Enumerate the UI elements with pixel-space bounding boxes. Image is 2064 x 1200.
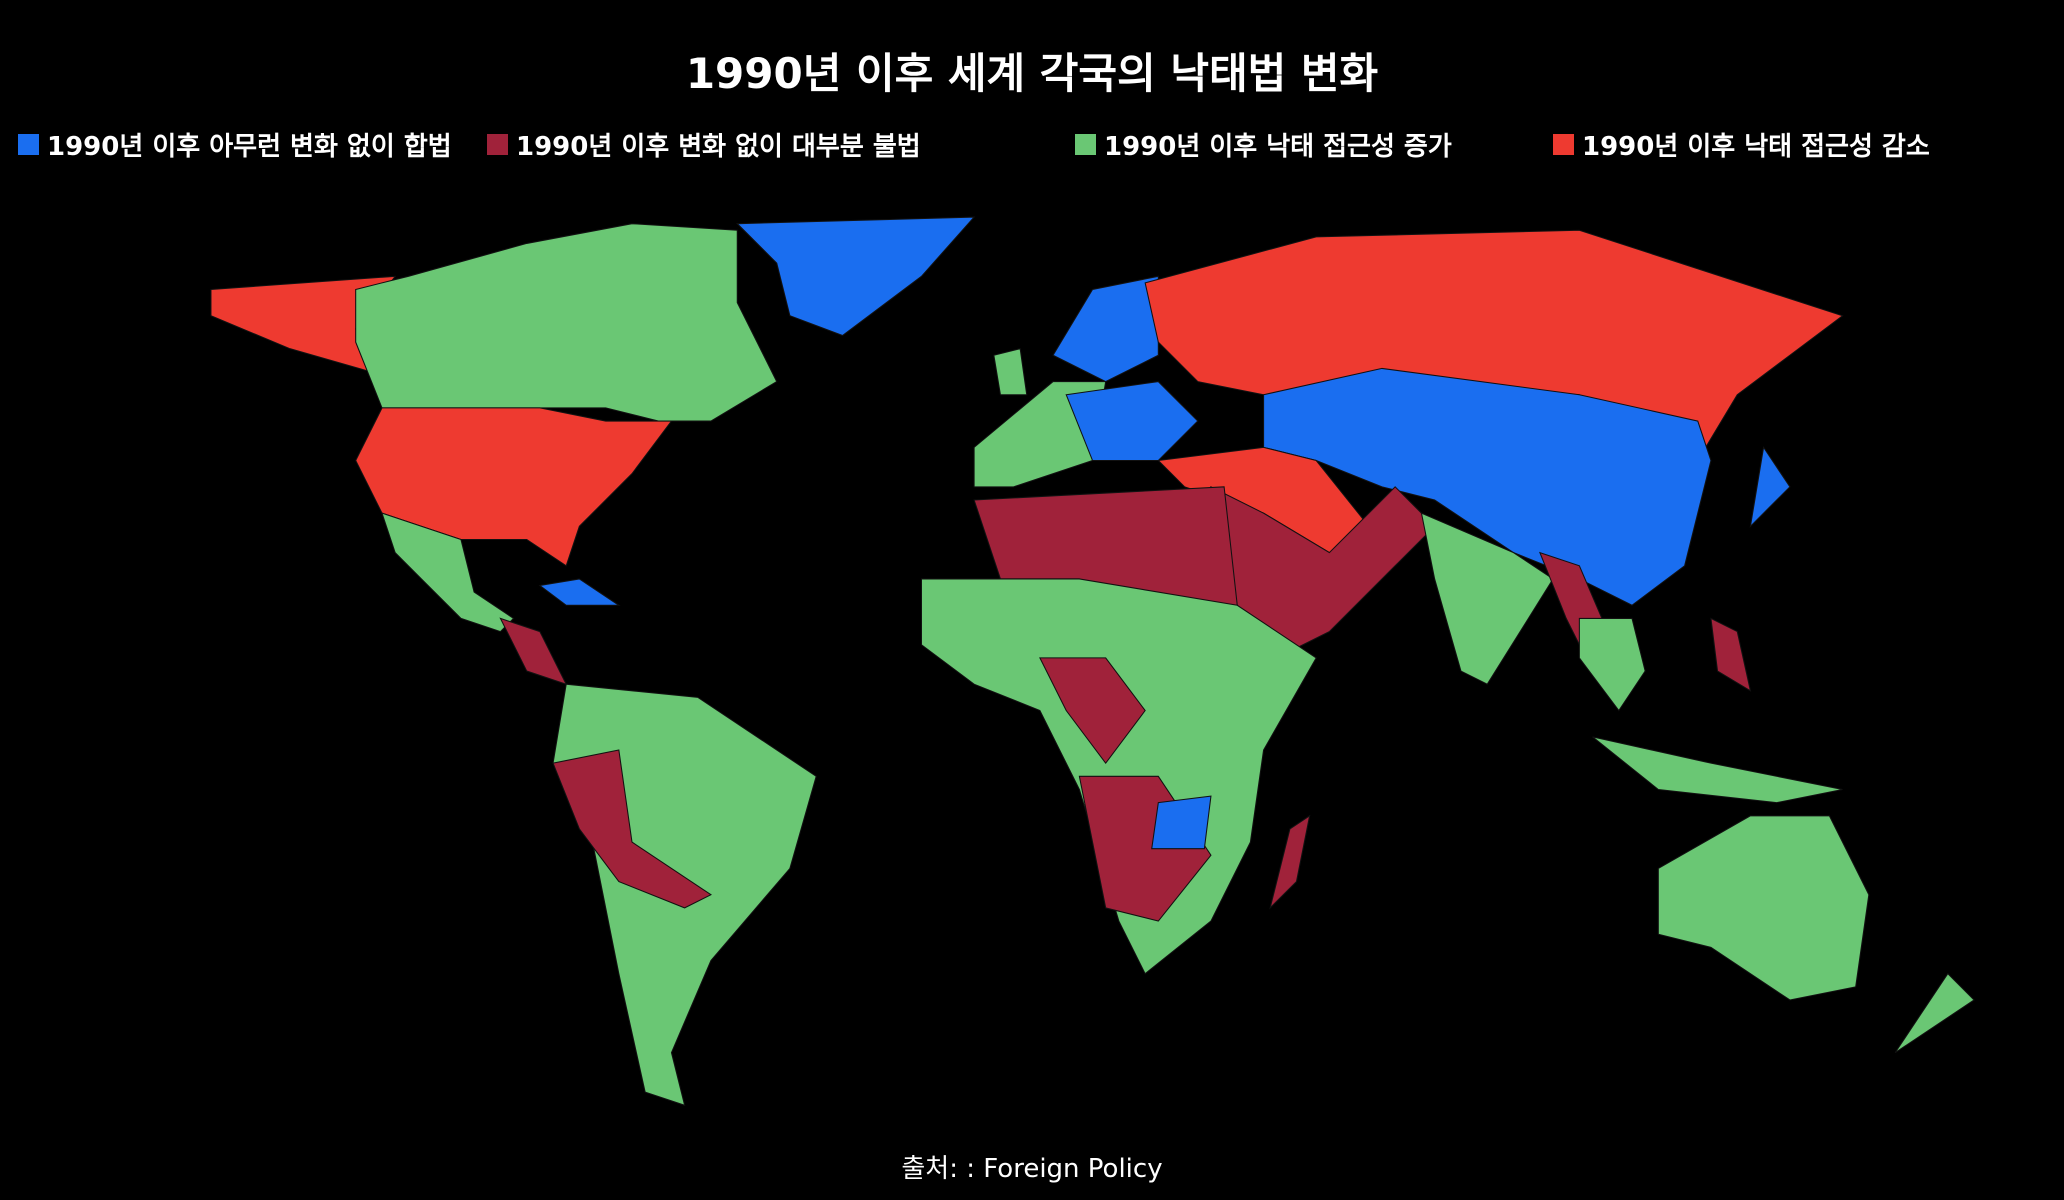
legend-label: 1990년 이후 아무런 변화 없이 합법	[47, 132, 452, 162]
region	[538, 578, 621, 606]
region	[1065, 381, 1199, 462]
legend-swatch	[487, 134, 508, 155]
legend-swatch	[1075, 134, 1096, 155]
legend-label: 1990년 이후 변화 없이 대부분 불법	[516, 132, 921, 162]
legend-swatch	[18, 134, 39, 155]
region	[499, 617, 568, 686]
region	[1578, 617, 1646, 712]
region	[1263, 367, 1712, 606]
region	[1420, 512, 1554, 685]
source: 출처: : Foreign Policy	[901, 1154, 1163, 1184]
legend-swatch	[1553, 134, 1574, 155]
region	[1749, 445, 1791, 528]
region	[552, 749, 712, 909]
region	[1894, 972, 1975, 1054]
title: 1990년 이후 세계 각국의 낙태법 변화	[685, 49, 1379, 98]
region	[355, 223, 778, 422]
legend-label: 1990년 이후 낙태 접근성 증가	[1104, 132, 1452, 162]
legend-item: 1990년 이후 아무런 변화 없이 합법	[18, 126, 452, 163]
region	[1710, 617, 1752, 692]
legend-item: 1990년 이후 낙태 접근성 감소	[1553, 126, 1930, 163]
legend-label: 1990년 이후 낙태 접근성 감소	[1582, 132, 1930, 162]
region	[736, 216, 976, 337]
region	[1657, 815, 1870, 1001]
legend-item: 1990년 이후 변화 없이 대부분 불법	[487, 126, 921, 163]
region	[1052, 275, 1159, 383]
region	[993, 348, 1028, 396]
legend-item: 1990년 이후 낙태 접근성 증가	[1075, 126, 1452, 163]
region	[1269, 814, 1311, 910]
region	[1039, 657, 1146, 765]
region	[1151, 795, 1212, 850]
region	[1592, 736, 1843, 804]
region	[381, 512, 515, 633]
